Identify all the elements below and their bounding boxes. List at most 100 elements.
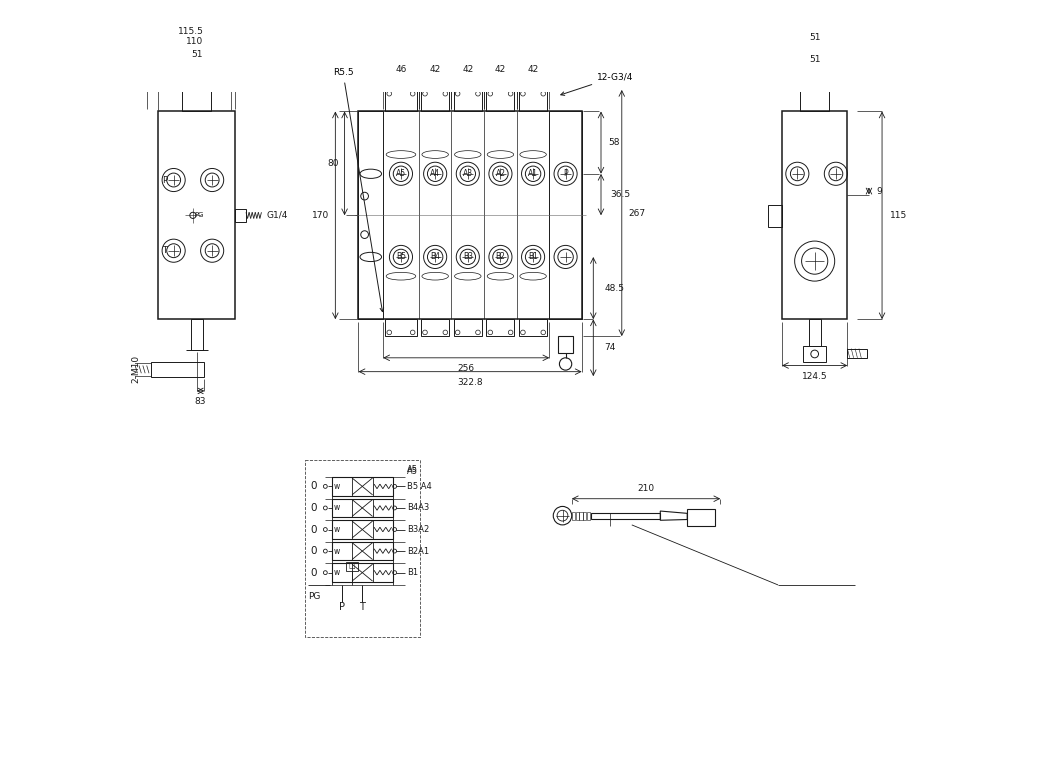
Bar [386, 90, 417, 111]
Text: 42: 42 [429, 65, 441, 74]
Text: 74: 74 [604, 343, 616, 353]
Bar [421, 90, 449, 111]
Text: B3: B3 [463, 253, 473, 261]
Text: T: T [359, 601, 366, 611]
Text: 124.5: 124.5 [801, 372, 828, 381]
Text: 9: 9 [877, 187, 882, 196]
Bar [332, 477, 393, 495]
Text: P: P [563, 169, 568, 178]
Bar [782, 111, 847, 319]
Text: 46: 46 [395, 65, 407, 74]
Bar [332, 520, 393, 539]
Bar [454, 319, 482, 336]
Text: 256: 256 [458, 364, 475, 373]
Bar [519, 90, 547, 111]
Text: G1/4: G1/4 [266, 211, 287, 220]
Bar [768, 205, 782, 227]
Text: 58: 58 [608, 138, 620, 147]
Bar [151, 362, 205, 377]
Text: w: w [334, 547, 340, 555]
Text: 0: 0 [311, 503, 317, 513]
Bar [332, 564, 393, 582]
Bar [332, 542, 393, 561]
Bar [591, 512, 660, 518]
Text: 210: 210 [637, 484, 655, 492]
Text: A5: A5 [407, 465, 418, 474]
Bar [332, 498, 393, 517]
Text: B4A3: B4A3 [407, 504, 429, 512]
Bar [346, 562, 358, 571]
Bar [421, 319, 449, 336]
Text: 48.5: 48.5 [604, 283, 624, 293]
Text: B2A1: B2A1 [407, 547, 429, 555]
Bar [583, 511, 586, 519]
Text: 51: 51 [191, 50, 202, 59]
Text: 110: 110 [187, 37, 204, 46]
Bar [358, 111, 383, 319]
Bar [847, 349, 867, 358]
Text: 0: 0 [311, 568, 317, 578]
Text: 51: 51 [809, 33, 820, 42]
Bar [158, 111, 235, 319]
Text: w: w [334, 525, 340, 534]
Bar [800, 71, 829, 111]
Bar [687, 508, 714, 525]
Bar [576, 511, 579, 519]
Text: 36.5: 36.5 [611, 190, 631, 199]
Bar [519, 319, 547, 336]
Bar [386, 319, 417, 336]
Text: 2-M10: 2-M10 [131, 356, 141, 383]
Text: w: w [334, 482, 340, 491]
Text: 51: 51 [809, 55, 820, 65]
Bar [304, 460, 420, 637]
Text: 115: 115 [889, 211, 907, 220]
Text: B2: B2 [495, 253, 506, 261]
Bar [549, 111, 582, 319]
Text: P: P [162, 176, 167, 184]
Text: 267: 267 [628, 209, 646, 217]
Text: B5: B5 [396, 253, 406, 261]
Text: w: w [334, 568, 340, 577]
Text: 0: 0 [311, 546, 317, 556]
Text: T: T [162, 247, 167, 255]
Bar [803, 346, 826, 362]
Text: 42: 42 [528, 65, 538, 74]
Bar [580, 511, 583, 519]
Text: 115.5: 115.5 [178, 27, 204, 36]
Bar [571, 511, 575, 519]
Text: 12-G3/4: 12-G3/4 [561, 72, 634, 95]
Bar [803, 65, 826, 71]
Text: PG: PG [194, 212, 204, 217]
Bar [558, 336, 573, 353]
Text: □: □ [349, 564, 355, 570]
Bar [587, 511, 590, 519]
Text: B4: B4 [430, 253, 440, 261]
Text: B5 A4: B5 A4 [407, 482, 431, 491]
Text: 42: 42 [462, 65, 474, 74]
Bar [191, 319, 202, 350]
Bar [186, 65, 209, 71]
Text: 42: 42 [495, 65, 506, 74]
Text: P: P [339, 601, 344, 611]
Text: 0: 0 [311, 525, 317, 535]
Bar [358, 111, 582, 319]
Text: 80: 80 [326, 159, 338, 168]
Bar [454, 90, 482, 111]
Text: A1: A1 [528, 169, 538, 178]
Text: 322.8: 322.8 [457, 378, 483, 387]
Text: B3A2: B3A2 [407, 525, 429, 534]
Bar [487, 319, 514, 336]
Bar [235, 209, 246, 221]
Text: 170: 170 [312, 211, 330, 220]
Text: B1: B1 [407, 568, 418, 577]
Text: A5: A5 [395, 169, 406, 178]
Bar [182, 71, 211, 111]
Text: A3: A3 [463, 169, 473, 178]
Text: B1: B1 [528, 253, 538, 261]
Text: R5.5: R5.5 [333, 68, 384, 312]
Text: A5: A5 [407, 467, 418, 476]
Text: A2: A2 [495, 169, 506, 178]
Text: PG: PG [308, 592, 321, 601]
Text: A4: A4 [430, 169, 440, 178]
Bar [487, 90, 514, 111]
